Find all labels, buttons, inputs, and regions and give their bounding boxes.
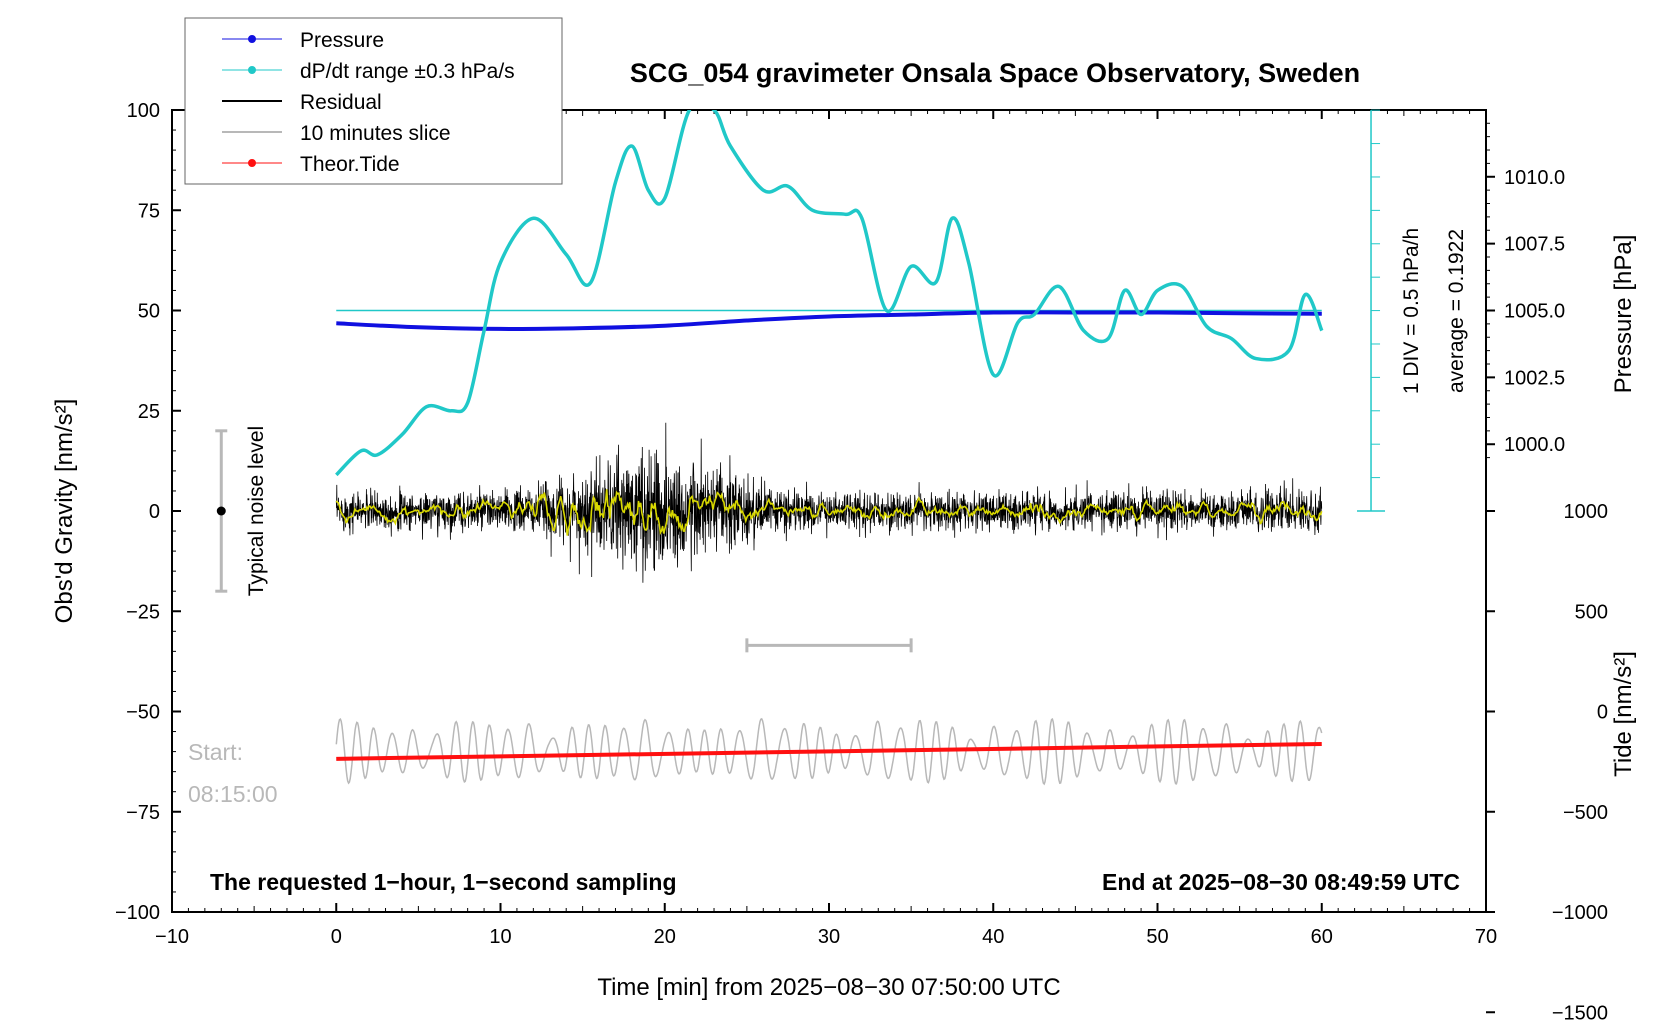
tide-tick-label: 1000 <box>1564 501 1609 523</box>
noise-bar-center-dot <box>216 506 226 516</box>
tide-series <box>336 741 1322 761</box>
legend-label-dpdt: dP/dt range ±0.3 hPa/s <box>300 60 515 83</box>
x-tick-label: 60 <box>1311 926 1333 948</box>
pressure-tick-label: 1007.5 <box>1504 234 1565 256</box>
legend-marker-tide <box>248 159 256 167</box>
pressure-tick-label: 1002.5 <box>1504 367 1565 389</box>
x-tick-label: 40 <box>982 926 1004 948</box>
y-tick-label: 50 <box>138 301 160 323</box>
ticks-layer: −10 0 10 20 30 40 50 60 701007550250−25−50−75−10… <box>115 100 1608 1020</box>
y-tick-label: −25 <box>126 601 160 623</box>
x-tick-label: 70 <box>1475 926 1497 948</box>
noise-level-label: Typical noise level <box>245 426 268 596</box>
tide-tick-label: −1000 <box>1552 902 1608 924</box>
tide-tick-label: 500 <box>1575 601 1608 623</box>
scale-div-label: 1 DIV = 0.5 hPa/h <box>1400 228 1423 394</box>
start-label: Start: <box>188 739 243 765</box>
tide-tick-label: −1500 <box>1552 1002 1608 1020</box>
pressure-tick-label: 1005.0 <box>1504 301 1565 323</box>
residual-series <box>335 422 1323 583</box>
slice-series <box>335 717 1323 786</box>
scale-average-label: average = 0.1922 <box>1445 229 1468 393</box>
legend-label-slice: 10 minutes slice <box>300 122 451 145</box>
requested-sampling-note: The requested 1−hour, 1−second sampling <box>210 869 677 895</box>
tide-tick-label: −500 <box>1563 802 1608 824</box>
x-tick-label: 30 <box>818 926 840 948</box>
tide-tick-label: 0 <box>1597 702 1608 724</box>
y-tick-label: −100 <box>115 902 160 924</box>
pressure-series <box>336 310 1322 331</box>
pressure-tick-label: 1000.0 <box>1504 434 1565 456</box>
y-tick-label: 75 <box>138 200 160 222</box>
x-axis-label: Time [min] from 2025−08−30 07:50:00 UTC <box>597 974 1060 1001</box>
y-tick-label: −50 <box>126 702 160 724</box>
legend: Pressure dP/dt range ±0.3 hPa/s Residual… <box>184 17 563 185</box>
y-axis-label-tide: Tide [nm/s²] <box>1610 651 1637 777</box>
y-axis-label-pressure: Pressure [hPa] <box>1610 235 1637 394</box>
dpdt-series <box>335 110 1324 477</box>
y-tick-label: 25 <box>138 401 160 423</box>
x-tick-label: 10 <box>489 926 511 948</box>
y-tick-label: 0 <box>149 501 160 523</box>
y-axis-label-left: Obs'd Gravity [nm/s²] <box>51 399 78 624</box>
x-tick-label: −10 <box>155 926 189 948</box>
start-time: 08:15:00 <box>188 781 278 807</box>
chart-title: SCG_054 gravimeter Onsala Space Observat… <box>630 58 1360 88</box>
legend-marker-dpdt <box>248 66 256 74</box>
x-tick-label: 0 <box>331 926 342 948</box>
y-tick-label: 100 <box>127 100 160 122</box>
x-tick-label: 50 <box>1146 926 1168 948</box>
end-time-note: End at 2025−08−30 08:49:59 UTC <box>1102 869 1460 895</box>
legend-label-tide: Theor.Tide <box>300 153 400 176</box>
pressure-tick-label: 1010.0 <box>1504 167 1565 189</box>
y-tick-label: −75 <box>126 802 160 824</box>
legend-marker-pressure <box>248 35 256 43</box>
residual-smoothed-series <box>335 489 1323 536</box>
x-tick-label: 20 <box>654 926 676 948</box>
data-layer <box>215 109 1386 786</box>
legend-label-residual: Residual <box>300 91 382 114</box>
legend-label-pressure: Pressure <box>300 29 384 52</box>
